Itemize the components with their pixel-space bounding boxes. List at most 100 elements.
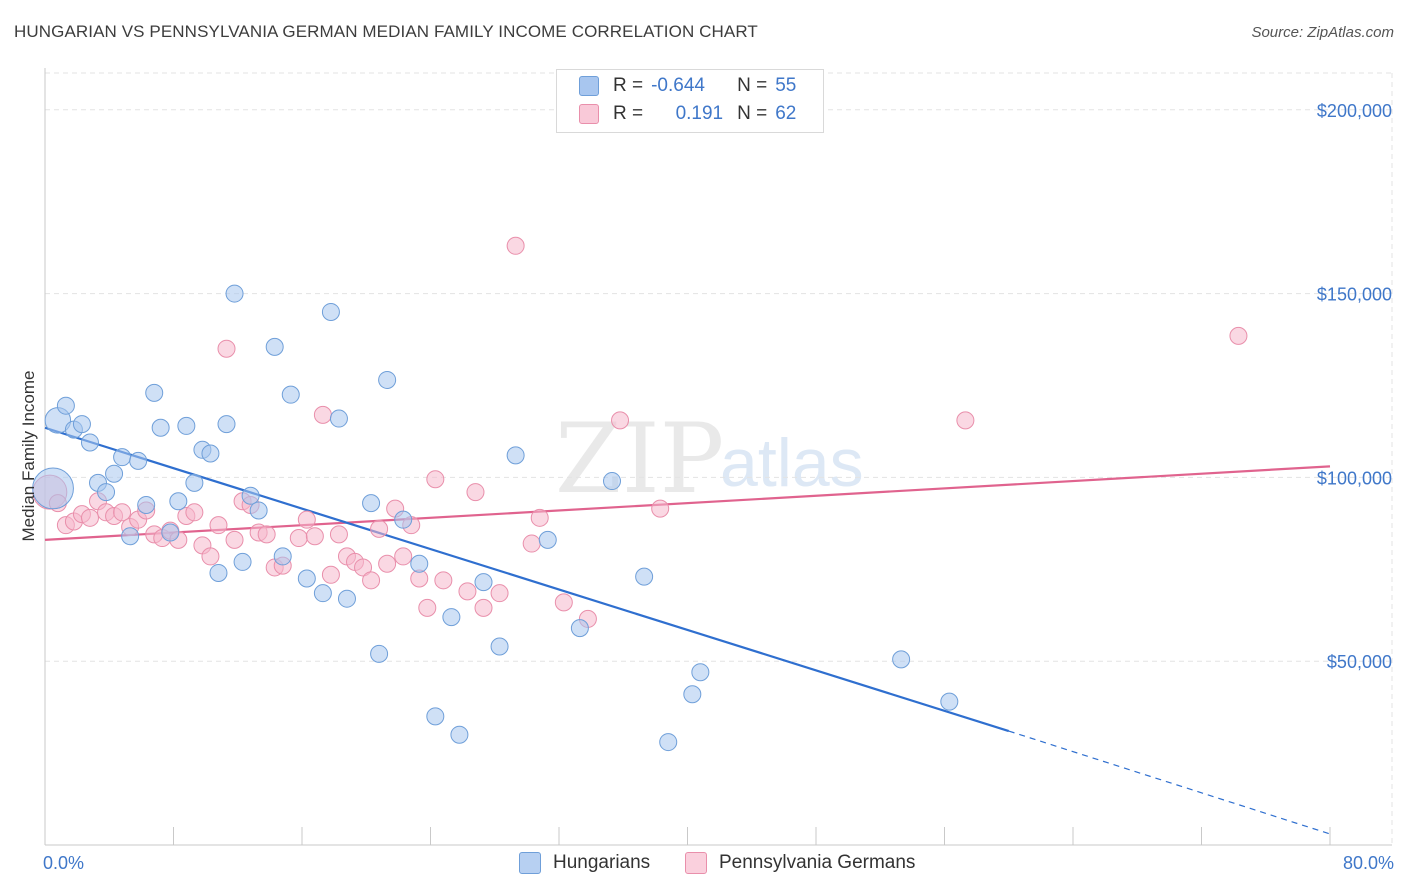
- pennsylvania-german-point: [378, 554, 397, 573]
- hungarian-point: [105, 464, 124, 483]
- legend-row-hungarians: R = -0.644 N = 55: [579, 73, 796, 99]
- hungarian-point: [506, 446, 525, 465]
- hungarian-point: [177, 416, 196, 435]
- pennsylvania-german-point: [611, 411, 630, 430]
- hungarian-point: [233, 552, 252, 571]
- legend-swatch-pink: [579, 104, 599, 124]
- hungarian-point: [217, 415, 236, 434]
- hungarian-point: [426, 707, 445, 726]
- hungarian-point: [56, 396, 75, 415]
- hungarian-point: [691, 663, 710, 682]
- legend-swatch-blue: [579, 76, 599, 96]
- hungarian-point: [474, 573, 493, 592]
- hungarian-point: [129, 451, 148, 470]
- legend-label-hungarians: Hungarians: [553, 852, 651, 873]
- hungarian-point: [321, 302, 340, 321]
- pennsylvania-german-point: [185, 503, 204, 522]
- pennsylvania-german-point: [297, 510, 316, 529]
- hungarian-point: [121, 527, 140, 546]
- hungarian-point: [249, 501, 268, 520]
- pennsylvania-german-point: [362, 571, 381, 590]
- hungarian-point: [169, 492, 188, 511]
- pennsylvania-german-point: [434, 571, 453, 590]
- hungarian-point: [161, 523, 180, 542]
- source-label: Source: ZipAtlas.com: [1251, 24, 1394, 41]
- y-tick-label: $100,000: [1317, 468, 1392, 488]
- pennsylvania-german-point: [506, 236, 525, 255]
- pennsylvania-german-point: [209, 516, 228, 535]
- pennsylvania-german-point: [370, 519, 389, 538]
- hungarian-point: [394, 510, 413, 529]
- pennsylvania-german-point: [530, 508, 549, 527]
- hungarian-point: [450, 725, 469, 744]
- legend-item-hungarians[interactable]: Hungarians: [519, 852, 650, 874]
- pennsylvania-german-point: [329, 525, 348, 544]
- watermark: ZIP atlas: [555, 403, 864, 515]
- hungarian-point: [145, 383, 164, 402]
- tick-labels: $50,000 $100,000 $150,000 $200,000 0.0% 80.0%: [43, 101, 1394, 873]
- hungarian-point: [281, 385, 300, 404]
- legend-label-pennsylvania-germans: Pennsylvania Germans: [719, 852, 916, 873]
- pennsylvania-german-point: [651, 499, 670, 518]
- pennsylvania-german-point: [257, 525, 276, 544]
- hungarian-point: [442, 608, 461, 627]
- pennsylvania-german-point: [956, 411, 975, 430]
- hungarian-point: [570, 619, 589, 638]
- legend-row-pennsylvania-germans: R = 0.191 N = 62: [579, 101, 796, 127]
- gridlines: [45, 72, 1393, 845]
- x-tick-label: 80.0%: [1343, 853, 1394, 873]
- hungarian-point: [378, 370, 397, 389]
- hungarian-trend-line: [44, 426, 1010, 733]
- hungarian-trend-extension: [1008, 730, 1331, 835]
- hungarian-point: [659, 733, 678, 752]
- hungarian-point: [538, 530, 557, 549]
- hungarian-point: [209, 563, 228, 582]
- hungarian-point: [32, 467, 74, 510]
- hungarian-point: [683, 685, 702, 704]
- hungarian-point: [490, 637, 509, 656]
- hungarian-point: [97, 483, 116, 502]
- legend-swatch-pink: [685, 852, 707, 874]
- x-tick-label: 0.0%: [43, 853, 84, 873]
- hungarian-point: [603, 472, 622, 491]
- hungarian-point: [80, 433, 99, 452]
- pennsylvania-german-point: [522, 534, 541, 553]
- hungarian-point: [337, 589, 356, 608]
- hungarian-point: [362, 494, 381, 513]
- legend-n-label: N =: [737, 75, 768, 96]
- pennsylvania-german-point: [1229, 326, 1248, 345]
- hungarian-point: [72, 415, 91, 434]
- legend-item-pennsylvania-germans[interactable]: Pennsylvania Germans: [685, 852, 915, 874]
- legend-n-value: 55: [775, 75, 797, 96]
- pennsylvania-german-point: [426, 470, 445, 489]
- axes: [44, 68, 1392, 846]
- hungarian-point: [113, 448, 132, 467]
- pennsylvania-german-point: [113, 503, 132, 522]
- hungarian-point: [265, 337, 284, 356]
- pennsylvania-german-point: [225, 530, 244, 549]
- chart-title: HUNGARIAN VS PENNSYLVANIA GERMAN MEDIAN …: [14, 22, 758, 41]
- hungarian-point: [940, 692, 959, 711]
- pennsylvania-german-point: [201, 547, 220, 566]
- hungarian-point: [370, 644, 389, 663]
- legend-r-value: 0.191: [675, 103, 724, 124]
- pennsylvania-german-point: [80, 508, 99, 527]
- y-tick-label: $150,000: [1317, 285, 1392, 305]
- hungarian-point: [225, 284, 244, 303]
- legend-swatch-blue: [519, 852, 541, 874]
- hungarian-point: [241, 486, 260, 505]
- pennsylvania-german-point: [474, 598, 493, 617]
- pennsylvania-german-point: [458, 582, 477, 601]
- y-tick-label: $50,000: [1327, 652, 1392, 672]
- watermark-atlas: atlas: [720, 425, 864, 501]
- hungarian-point: [329, 409, 348, 428]
- legend-r-value: -0.644: [651, 75, 705, 96]
- legend-n-label: N =: [737, 103, 768, 124]
- hungarian-point: [410, 554, 429, 573]
- hungarian-point: [151, 418, 170, 437]
- pennsylvania-german-point: [354, 558, 373, 577]
- pennsylvania-german-point: [313, 405, 332, 424]
- watermark-zip: ZIP: [555, 403, 724, 515]
- hungarian-point: [201, 444, 220, 463]
